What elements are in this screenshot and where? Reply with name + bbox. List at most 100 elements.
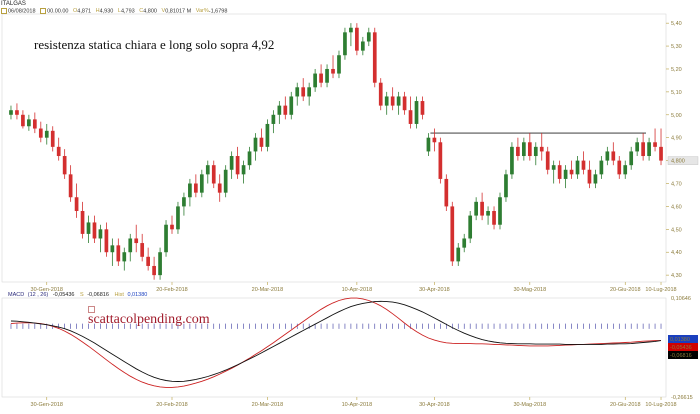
candle (44, 123, 49, 145)
candle (289, 91, 294, 120)
candle-body (355, 27, 359, 51)
candle-body (86, 222, 91, 234)
ohlc-open: 4,871 (77, 8, 92, 15)
candle (38, 121, 43, 143)
candle (372, 27, 377, 88)
candle (635, 137, 640, 157)
candle (480, 192, 484, 221)
candle (9, 105, 13, 120)
price-y-tick-label: 5,10 (671, 90, 682, 96)
price-y-tick-label: 4,40 (671, 250, 682, 256)
candle-body (277, 105, 282, 115)
candle-body (50, 130, 55, 147)
candle-body (653, 142, 657, 147)
candle-body (337, 55, 341, 74)
last-price-label: 4,800 (671, 159, 685, 165)
candle-body (504, 174, 508, 198)
price-x-tick-label: 30-Apr-2018 (419, 287, 450, 293)
candle (659, 128, 663, 166)
candle-body (128, 238, 133, 253)
candle (587, 160, 592, 189)
ohlc-time: 00.00.00 (47, 8, 69, 15)
candle (527, 133, 532, 161)
macd-params: (12 , 26) (27, 292, 49, 298)
candle-body (32, 119, 37, 129)
candle-body (641, 142, 645, 157)
candle (259, 128, 264, 152)
macd-x-tick-label: 20-Giu-2018 (610, 402, 641, 408)
candle-body (486, 210, 490, 216)
candle-body (9, 110, 13, 115)
candle-body (247, 151, 252, 166)
candle-body (438, 142, 443, 179)
candle (432, 128, 437, 152)
candle-body (140, 243, 145, 257)
macd-x-tick-label: 30-Mag-2018 (513, 402, 546, 408)
candle-body (384, 96, 389, 106)
candle-body (551, 165, 556, 170)
candle-body (402, 96, 407, 111)
candle-body (301, 87, 306, 97)
candle (498, 192, 502, 230)
candle (235, 146, 240, 179)
candle-body (623, 165, 628, 175)
candle (384, 91, 389, 115)
candle-body (480, 201, 484, 216)
candle-body (38, 128, 43, 138)
candle-body (152, 265, 156, 276)
price-y-tick-label: 4,90 (671, 136, 682, 142)
candle-body (420, 101, 425, 115)
candle-body (199, 174, 204, 193)
price-y-tick-label: 4,70 (671, 182, 682, 188)
candle (253, 133, 258, 161)
macd-signal-value: -0,06816 (87, 292, 109, 298)
macd-name: MACD (8, 292, 25, 298)
ohlc-var-label: Var% (195, 8, 209, 15)
ohlc-high-label: H (95, 8, 100, 15)
macd-y-tick-label: -0,26615 (671, 395, 693, 401)
candle (116, 238, 121, 266)
price-y-tick-label: 4,30 (671, 273, 682, 279)
price-y-tick-label: 5,40 (671, 21, 682, 27)
candle-body (56, 146, 61, 157)
candle-body (104, 229, 109, 253)
candle (522, 137, 526, 161)
ohlc-low-label: L (117, 8, 121, 15)
candle-body (545, 151, 550, 170)
candle-body (372, 32, 377, 83)
candle-body (396, 96, 401, 106)
candle (396, 91, 401, 115)
ohlc-volume: 0,81017 M (165, 8, 192, 15)
ohlc-close-label: C (139, 8, 144, 15)
candle-body (522, 142, 526, 157)
candle (426, 133, 431, 157)
candle (128, 233, 133, 262)
candle (516, 137, 520, 161)
price-y-tick-label: 4,50 (671, 227, 682, 233)
candle (355, 23, 359, 56)
candle-body (593, 174, 598, 184)
candle (569, 160, 574, 179)
macd-x-tick-label: 10-Lug-2018 (645, 402, 676, 408)
candle (623, 160, 628, 179)
macd-hist-value: 0,01380 (127, 292, 148, 298)
macd-value-badge (668, 335, 698, 343)
candle-body (432, 137, 437, 143)
candle-body (170, 224, 174, 230)
candle (122, 247, 127, 271)
macd-header: MACD (12 , 26) -0,05436 S -0,06816 Hist … (8, 292, 147, 298)
price-y-tick-label: 5,20 (671, 67, 682, 73)
ohlc-date-icon (1, 8, 7, 14)
candle (50, 126, 55, 152)
price-y-tick-label: 4,60 (671, 204, 682, 210)
candle-body (605, 151, 610, 161)
macd-signal-label: S (80, 292, 84, 298)
candle-body (15, 110, 19, 115)
candle (199, 169, 204, 198)
candle-body (557, 165, 562, 179)
candle-body (27, 119, 31, 127)
candle-body (539, 146, 544, 152)
candle (241, 160, 246, 184)
candle-body (235, 156, 240, 175)
candle-body (349, 27, 353, 33)
